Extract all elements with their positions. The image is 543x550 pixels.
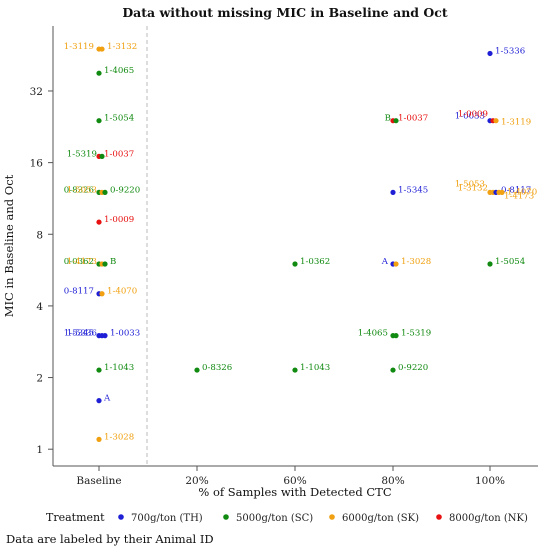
legend-marker [223, 514, 229, 520]
point-label: 1-3028 [104, 432, 134, 442]
data-point [102, 189, 108, 195]
data-point [292, 261, 298, 267]
point-label: 1-5054 [495, 257, 526, 267]
data-point [96, 398, 102, 404]
x-tick-label: 80% [381, 475, 404, 487]
point-label: 1-0037 [104, 149, 134, 159]
point-label: 1-5053 [455, 179, 485, 189]
point-label: 0-8117 [501, 185, 531, 195]
legend-label: 700g/ton (TH) [131, 513, 203, 524]
y-tick-label: 4 [36, 301, 43, 313]
y-tick-label: 8 [36, 229, 43, 241]
y-axis-title: MIC in Baseline and Oct [2, 174, 16, 317]
point-label: 1-4070 [107, 287, 137, 297]
point-label: 0-8117 [64, 287, 94, 297]
x-tick-label: 100% [475, 475, 505, 487]
point-label: 1-4173 [504, 191, 534, 201]
data-point [292, 367, 298, 373]
data-point [499, 189, 505, 195]
data-point [96, 219, 102, 225]
point-label: 1-3119 [501, 118, 531, 128]
point-label: 1-3119 [64, 42, 94, 52]
data-point [99, 291, 105, 297]
legend-label: 6000g/ton (SK) [342, 513, 419, 524]
point-label: 1-0037 [398, 114, 428, 124]
data-point [102, 333, 108, 339]
point-label: 0-8326 [64, 185, 94, 195]
data-point [390, 189, 396, 195]
point-label: 1-0362 [300, 257, 330, 267]
y-tick-label: 1 [36, 444, 43, 456]
x-tick-label: 20% [185, 475, 208, 487]
point-label: 1-0033 [110, 329, 140, 339]
legend-label: 5000g/ton (SC) [236, 513, 313, 524]
point-label: 1-5053 [67, 185, 97, 195]
point-label: 1-5319 [401, 329, 431, 339]
data-point [96, 367, 102, 373]
data-point [393, 333, 399, 339]
point-label: 1-4065 [358, 329, 388, 339]
y-axis-ticks: 1 2 4 8 16 32 [30, 86, 53, 456]
point-label: 1-0033 [455, 112, 485, 122]
point-label: 1-5319 [67, 149, 97, 159]
data-point [393, 261, 399, 267]
legend-title: Treatment [46, 511, 105, 524]
data-points: 1-3119 1-3132 1-4065 1-5054 1-0037 1-5319 0-83… [64, 42, 538, 442]
plot-frame [52, 26, 538, 467]
point-label: 1-3132 [107, 42, 137, 52]
point-label: 1-4070 [507, 187, 537, 197]
y-tick-label: 16 [30, 158, 44, 170]
x-tick-label: 60% [283, 475, 306, 487]
data-point [99, 153, 105, 159]
point-label: 1-5054 [104, 114, 135, 124]
data-point [96, 118, 102, 124]
y-tick-label: 32 [30, 86, 43, 98]
data-point [487, 261, 493, 267]
data-point [493, 118, 499, 124]
data-point [487, 50, 493, 57]
point-label: 0-9220 [110, 185, 140, 195]
point-label: 1-1043 [104, 363, 134, 373]
x-axis-ticks: Baseline 20% 60% 80% 100% [76, 466, 505, 487]
data-point [393, 118, 399, 124]
data-point [96, 436, 102, 442]
point-label: 1-3132 [458, 183, 488, 193]
point-label: 1-5336 [495, 46, 525, 56]
x-tick-label: Baseline [76, 475, 121, 487]
legend: Treatment 700g/ton (TH) 5000g/ton (SC) 600… [46, 511, 528, 524]
legend-label: 8000g/ton (NK) [449, 513, 528, 524]
point-label: 1-0009 [104, 215, 134, 225]
point-label: 0-8326 [202, 363, 232, 373]
point-label: 1-0009 [458, 110, 488, 120]
data-point [390, 367, 396, 373]
point-label: A [381, 257, 389, 267]
point-label: 1-4065 [104, 66, 134, 76]
point-label: A [103, 394, 111, 404]
point-label: 1-3028 [401, 257, 431, 267]
caption: Data are labeled by their Animal ID [6, 532, 214, 546]
y-tick-label: 2 [36, 373, 43, 385]
point-label: 1-5345 [64, 329, 94, 339]
point-label: B [110, 257, 116, 267]
point-label: 1-1043 [300, 363, 330, 373]
point-label: 0-9220 [398, 363, 428, 373]
legend-marker [329, 514, 335, 520]
legend-marker [118, 514, 124, 520]
data-point [194, 367, 200, 373]
point-label: 1-4173 [67, 257, 97, 267]
chart-title: Data without missing MIC in Baseline and… [122, 5, 448, 20]
point-label: 0-0362 [64, 257, 94, 267]
point-label: 1-5336 [67, 329, 97, 339]
data-point [96, 70, 102, 76]
data-point [99, 46, 105, 52]
legend-marker [436, 514, 442, 520]
data-point [102, 261, 108, 267]
point-label: 1-5345 [398, 185, 428, 195]
x-axis-title: % of Samples with Detected CTC [198, 485, 391, 499]
point-label: B [385, 114, 391, 124]
